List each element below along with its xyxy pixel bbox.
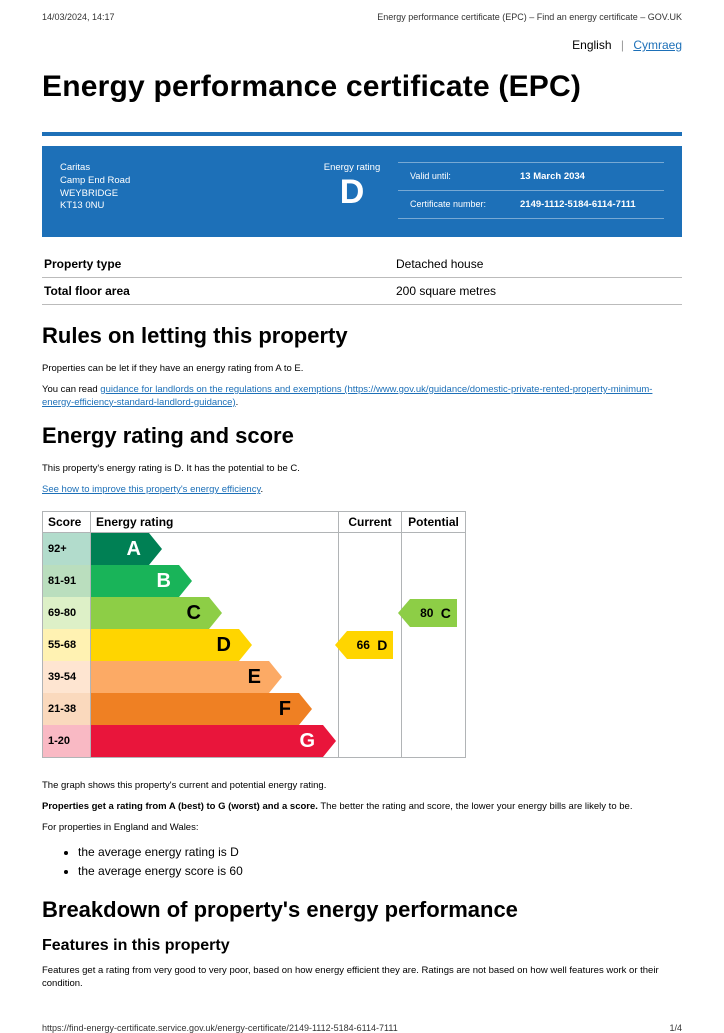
- table-row: Property type Detached house: [42, 251, 682, 278]
- breakdown-heading: Breakdown of property's energy performan…: [42, 897, 682, 923]
- address-line: KT13 0NU: [60, 200, 306, 213]
- band-bar: B: [91, 565, 179, 597]
- property-type-label: Property type: [42, 251, 394, 278]
- certificate-summary-box: Caritas Camp End Road WEYBRIDGE KT13 0NU…: [42, 146, 682, 237]
- energy-rating-chart: Score Energy rating Current Potential 92…: [42, 511, 466, 758]
- rating-band-row: 1-20G: [43, 725, 465, 757]
- address-line: Camp End Road: [60, 175, 306, 188]
- cert-number-value: 2149-1112-5184-6114-7111: [520, 199, 636, 210]
- valid-until-label: Valid until:: [410, 171, 520, 182]
- col-score: Score: [43, 512, 91, 532]
- rating-band-row: 55-68D 66 D: [43, 629, 465, 661]
- floor-area-label: Total floor area: [42, 278, 394, 305]
- print-footer: https://find-energy-certificate.service.…: [0, 1023, 724, 1033]
- rules-guidance: You can read guidance for landlords on t…: [42, 384, 682, 410]
- rules-text: Properties can be let if they have an en…: [42, 363, 682, 376]
- print-datetime: 14/03/2024, 14:17: [42, 12, 115, 22]
- band-bar: D: [91, 629, 239, 661]
- band-bar: F: [91, 693, 299, 725]
- rules-heading: Rules on letting this property: [42, 323, 682, 349]
- footer-page: 1/4: [669, 1023, 682, 1033]
- language-switcher: English | Cymraeg: [42, 38, 682, 52]
- landlord-guidance-link[interactable]: guidance for landlords on the regulation…: [42, 384, 652, 408]
- band-score: 21-38: [43, 693, 91, 725]
- floor-area-value: 200 square metres: [394, 278, 682, 305]
- lang-welsh[interactable]: Cymraeg: [633, 38, 682, 52]
- cert-number-label: Certificate number:: [410, 199, 520, 210]
- energy-rating-label: Energy rating: [306, 162, 398, 173]
- print-title: Energy performance certificate (EPC) – F…: [377, 12, 682, 22]
- print-header: 14/03/2024, 14:17 Energy performance cer…: [42, 12, 682, 22]
- list-item: the average energy score is 60: [78, 862, 682, 881]
- score-heading: Energy rating and score: [42, 423, 682, 449]
- col-potential: Potential: [402, 512, 465, 532]
- address-line: WEYBRIDGE: [60, 188, 306, 201]
- rating-band-row: 92+A: [43, 533, 465, 565]
- energy-rating-badge: Energy rating D: [306, 162, 398, 219]
- band-bar: G: [91, 725, 323, 757]
- chart-header-row: Score Energy rating Current Potential: [43, 512, 465, 533]
- chart-explain: Properties get a rating from A (best) to…: [42, 801, 682, 814]
- eng-wales-intro: For properties in England and Wales:: [42, 822, 682, 835]
- address-line: Caritas: [60, 162, 306, 175]
- band-score: 55-68: [43, 629, 91, 661]
- list-item: the average energy rating is D: [78, 843, 682, 862]
- band-score: 69-80: [43, 597, 91, 629]
- band-bar: A: [91, 533, 149, 565]
- rating-band-row: 21-38F: [43, 693, 465, 725]
- footer-url: https://find-energy-certificate.service.…: [42, 1023, 398, 1033]
- lang-english[interactable]: English: [572, 38, 611, 52]
- property-address: Caritas Camp End Road WEYBRIDGE KT13 0NU: [60, 162, 306, 219]
- band-score: 39-54: [43, 661, 91, 693]
- certificate-meta: Valid until: 13 March 2034 Certificate n…: [398, 162, 664, 219]
- energy-rating-letter: D: [306, 175, 398, 209]
- band-score: 81-91: [43, 565, 91, 597]
- features-text: Features get a rating from very good to …: [42, 965, 682, 991]
- page-title: Energy performance certificate (EPC): [42, 70, 682, 104]
- col-current: Current: [339, 512, 402, 532]
- rating-band-row: 39-54E: [43, 661, 465, 693]
- current-rating-marker: 66 D: [347, 631, 394, 659]
- band-bar: E: [91, 661, 269, 693]
- property-summary-table: Property type Detached house Total floor…: [42, 251, 682, 305]
- valid-until-value: 13 March 2034: [520, 171, 585, 182]
- col-rating: Energy rating: [91, 512, 339, 532]
- lang-separator: |: [621, 38, 624, 52]
- potential-rating-marker: 80 C: [410, 599, 457, 627]
- property-type-value: Detached house: [394, 251, 682, 278]
- rating-band-row: 81-91B: [43, 565, 465, 597]
- improve-efficiency-link[interactable]: See how to improve this property's energ…: [42, 484, 261, 495]
- band-bar: C: [91, 597, 209, 629]
- features-heading: Features in this property: [42, 937, 682, 955]
- band-score: 92+: [43, 533, 91, 565]
- title-divider: [42, 132, 682, 136]
- rating-band-row: 69-80C 80 C: [43, 597, 465, 629]
- averages-list: the average energy rating is D the avera…: [78, 843, 682, 881]
- chart-caption: The graph shows this property's current …: [42, 780, 682, 793]
- score-summary: This property's energy rating is D. It h…: [42, 463, 682, 476]
- table-row: Total floor area 200 square metres: [42, 278, 682, 305]
- band-score: 1-20: [43, 725, 91, 757]
